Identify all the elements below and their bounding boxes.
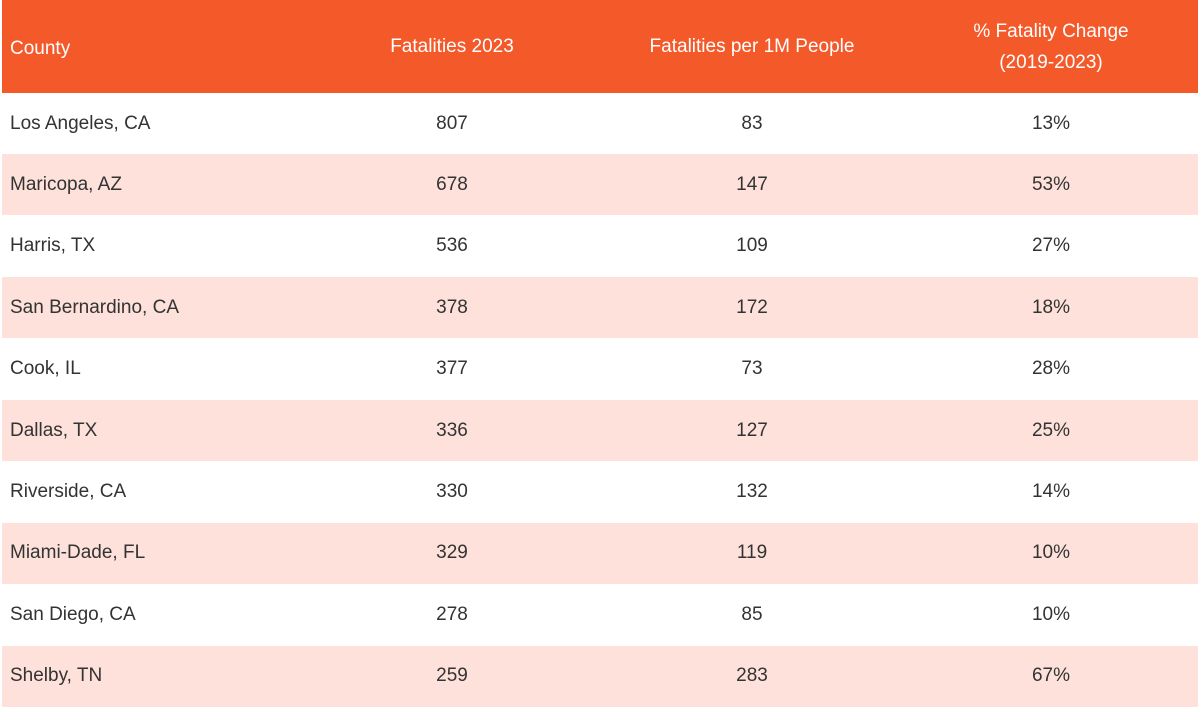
- table-row: San Bernardino, CA 378 172 18%: [2, 277, 1198, 339]
- county-cell: San Bernardino, CA: [10, 296, 179, 318]
- fatality-change-cell: 14%: [1031, 480, 1071, 502]
- fatalities-per-million-cell: 132: [736, 480, 768, 502]
- table-row: Harris, TX 536 109 27%: [2, 215, 1198, 277]
- fatalities-2023-cell: 259: [436, 665, 468, 687]
- county-cell: Maricopa, AZ: [10, 173, 122, 195]
- fatalities-per-million-cell: 127: [736, 419, 768, 441]
- fatalities-per-million-cell: 73: [741, 358, 763, 380]
- fatalities-2023-cell: 278: [436, 603, 468, 625]
- fatality-change-cell: 10%: [1031, 542, 1071, 564]
- fatalities-per-million-cell: 147: [736, 173, 768, 195]
- fatalities-per-million-cell: 283: [736, 665, 768, 687]
- county-cell: Shelby, TN: [10, 665, 103, 687]
- table-row: Miami-Dade, FL 329 119 10%: [2, 522, 1198, 584]
- fatalities-per-million-cell: 119: [736, 542, 768, 564]
- fatalities-2023-cell: 678: [436, 173, 468, 195]
- fatalities-2023-cell: 336: [436, 419, 468, 441]
- fatality-change-cell: 67%: [1031, 665, 1071, 687]
- table-row: Riverside, CA 330 132 14%: [2, 461, 1198, 523]
- column-header-fatalities-2023: Fatalities 2023: [390, 36, 514, 57]
- county-cell: Miami-Dade, FL: [10, 542, 146, 564]
- county-cell: Riverside, CA: [10, 480, 127, 502]
- fatality-change-cell: 53%: [1031, 173, 1071, 195]
- fatality-change-cell: 13%: [1031, 112, 1071, 134]
- county-cell: Los Angeles, CA: [10, 112, 151, 134]
- table-row: Dallas, TX 336 127 25%: [2, 400, 1198, 461]
- fatalities-per-million-cell: 172: [736, 296, 768, 318]
- fatalities-per-million-cell: 85: [741, 603, 763, 625]
- fatality-change-cell: 28%: [1031, 358, 1071, 380]
- column-header-fatalities-per-million: Fatalities per 1M People: [649, 36, 855, 57]
- table-row: San Diego, CA 278 85 10%: [2, 584, 1198, 646]
- column-header-county: County: [10, 38, 71, 59]
- table-row: Shelby, TN 259 283 67%: [2, 645, 1198, 707]
- fatalities-2023-cell: 378: [436, 296, 468, 318]
- fatalities-2023-cell: 807: [436, 112, 468, 134]
- fatality-change-cell: 27%: [1031, 235, 1071, 257]
- fatalities-2023-cell: 330: [436, 480, 468, 502]
- fatalities-per-million-cell: 109: [736, 235, 768, 257]
- fatalities-per-million-cell: 83: [741, 112, 763, 134]
- county-cell: Harris, TX: [10, 235, 96, 257]
- table-header: County Fatalities 2023 Fatalities per 1M…: [2, 0, 1198, 93]
- fatalities-2023-cell: 329: [436, 542, 468, 564]
- fatality-change-cell: 18%: [1031, 296, 1071, 318]
- column-header-fatality-change: % Fatality Change (2019-2023): [973, 20, 1129, 73]
- fatalities-2023-cell: 377: [436, 358, 468, 380]
- table-row: Cook, IL 377 73 28%: [2, 338, 1198, 400]
- fatality-change-cell: 25%: [1031, 419, 1071, 441]
- county-cell: Dallas, TX: [10, 419, 98, 441]
- fatalities-2023-cell: 536: [436, 235, 468, 257]
- table-row: Maricopa, AZ 678 147 53%: [2, 154, 1198, 216]
- table-row: Los Angeles, CA 807 83 13%: [2, 93, 1198, 154]
- county-cell: San Diego, CA: [10, 603, 136, 625]
- fatality-change-cell: 10%: [1031, 603, 1071, 625]
- county-cell: Cook, IL: [10, 358, 81, 380]
